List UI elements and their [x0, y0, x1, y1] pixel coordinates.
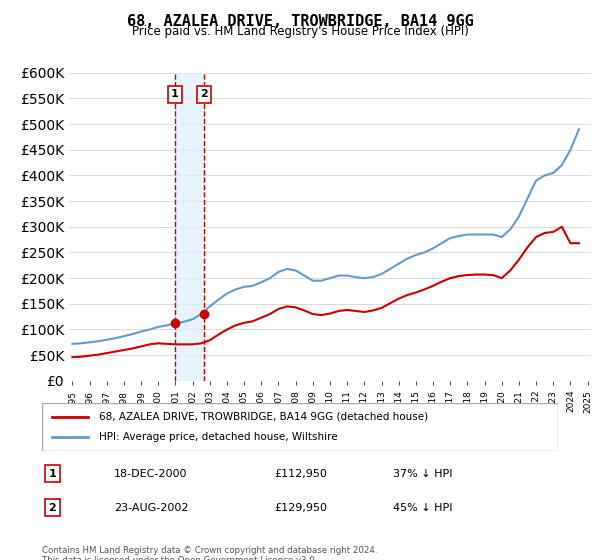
Text: 18-DEC-2000: 18-DEC-2000 [114, 469, 188, 479]
FancyBboxPatch shape [42, 403, 558, 451]
Text: 2: 2 [49, 503, 56, 513]
Text: 45% ↓ HPI: 45% ↓ HPI [393, 503, 452, 513]
Text: HPI: Average price, detached house, Wiltshire: HPI: Average price, detached house, Wilt… [99, 432, 337, 442]
Bar [175, 73, 204, 381]
Text: 68, AZALEA DRIVE, TROWBRIDGE, BA14 9GG: 68, AZALEA DRIVE, TROWBRIDGE, BA14 9GG [127, 14, 473, 29]
Text: 2: 2 [200, 90, 208, 99]
Text: Price paid vs. HM Land Registry's House Price Index (HPI): Price paid vs. HM Land Registry's House … [131, 25, 469, 38]
Text: 37% ↓ HPI: 37% ↓ HPI [393, 469, 452, 479]
Text: 1: 1 [171, 90, 179, 99]
Text: £129,950: £129,950 [274, 503, 327, 513]
Text: 23-AUG-2002: 23-AUG-2002 [114, 503, 189, 513]
Text: 1: 1 [49, 469, 56, 479]
Text: 68, AZALEA DRIVE, TROWBRIDGE, BA14 9GG (detached house): 68, AZALEA DRIVE, TROWBRIDGE, BA14 9GG (… [99, 412, 428, 422]
Text: Contains HM Land Registry data © Crown copyright and database right 2024.
This d: Contains HM Land Registry data © Crown c… [42, 546, 377, 560]
Text: £112,950: £112,950 [274, 469, 327, 479]
